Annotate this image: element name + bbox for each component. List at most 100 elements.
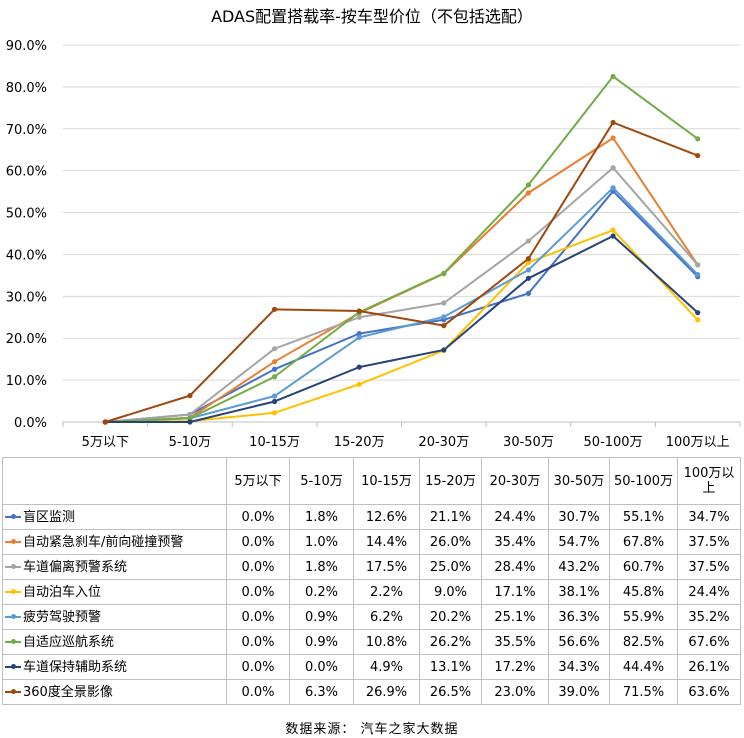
data-point xyxy=(525,182,532,188)
data-point xyxy=(695,136,701,142)
legend-label: 盲区监测 xyxy=(23,509,76,525)
data-point xyxy=(695,152,701,159)
table-cell: 10.8% xyxy=(353,629,420,655)
table-header-cell: 10-15万 xyxy=(353,457,420,505)
table-cell: 13.1% xyxy=(419,654,482,680)
data-point xyxy=(356,308,362,314)
data-point xyxy=(525,267,532,273)
table-cell: 39.0% xyxy=(548,679,610,705)
table-row: 自动紧急刹车/前向碰撞预警 0.0% 1.0% 14.4% 26.0% 35.4% 54.7… xyxy=(2,529,741,555)
data-point xyxy=(271,359,278,365)
table-row: 疲劳驾驶预警 0.0% 0.9% 6.2% 20.2% 25.1% 36.3% 55.9% 35… xyxy=(2,604,741,630)
table-cell: 45.8% xyxy=(609,579,678,605)
legend-line-marker-icon xyxy=(5,612,21,622)
y-tick-label: 20.0% xyxy=(6,332,47,347)
table-cell: 0.9% xyxy=(289,604,354,630)
table-cell: 1.0% xyxy=(289,529,354,555)
legend-line-marker-icon xyxy=(5,637,21,647)
table-cell: 67.6% xyxy=(677,629,741,655)
data-point xyxy=(525,290,532,297)
series-line xyxy=(105,235,699,423)
y-tick-label: 0.0% xyxy=(14,416,47,431)
table-cell: 25.1% xyxy=(481,604,549,630)
table-cell: 1.8% xyxy=(289,554,354,580)
table-header-corner xyxy=(2,457,227,505)
table-row: 自适应巡航系统 0.0% 0.9% 10.8% 26.2% 35.5% 56.6% 82.5%… xyxy=(2,629,741,655)
legend-line-marker-icon xyxy=(5,512,21,522)
data-point xyxy=(356,364,362,370)
table-cell: 67.8% xyxy=(609,529,678,555)
table-cell: 38.1% xyxy=(548,579,610,605)
legend-key-cell: 自动紧急刹车/前向碰撞预警 xyxy=(2,529,227,555)
table-cell: 12.6% xyxy=(353,504,420,530)
data-point xyxy=(441,300,447,306)
table-header-cell: 5万以下 xyxy=(226,457,290,505)
legend-label: 车道偏离预警系统 xyxy=(23,559,128,575)
table-cell: 26.2% xyxy=(419,629,482,655)
table-cell: 55.9% xyxy=(609,604,678,630)
table-cell: 6.3% xyxy=(289,679,354,705)
data-table: 5万以下 5-10万 10-15万 15-20万 20-30万 30-50万 50-100万… xyxy=(2,457,741,705)
table-cell: 26.1% xyxy=(677,654,741,680)
data-point xyxy=(610,73,616,80)
data-point xyxy=(695,310,701,316)
legend-key-cell: 疲劳驾驶预警 xyxy=(2,604,227,630)
table-cell: 35.5% xyxy=(481,629,549,655)
table-cell: 14.4% xyxy=(353,529,420,555)
table-cell: 0.0% xyxy=(226,579,290,605)
data-point xyxy=(695,317,701,323)
table-cell: 23.0% xyxy=(481,679,549,705)
table-cell: 28.4% xyxy=(481,554,549,580)
legend-label: 疲劳驾驶预警 xyxy=(23,609,102,625)
table-cell: 35.2% xyxy=(677,604,741,630)
table-cell: 21.1% xyxy=(419,504,482,530)
legend-key-cell: 自动泊车入位 xyxy=(2,579,227,605)
series-line xyxy=(105,229,699,423)
table-cell: 9.0% xyxy=(419,579,482,605)
x-tick-label: 15-20万 xyxy=(334,435,385,450)
legend-label: 自动紧急刹车/前向碰撞预警 xyxy=(23,534,184,550)
table-cell: 56.6% xyxy=(548,629,610,655)
table-row: 360度全景影像 0.0% 6.3% 26.9% 26.5% 23.0% 39.0% 71.5… xyxy=(2,679,741,705)
legend-line-marker-icon xyxy=(5,562,21,572)
table-cell: 24.4% xyxy=(481,504,549,530)
table-row: 车道保持辅助系统 0.0% 0.0% 4.9% 13.1% 17.2% 34.3% 44.4%… xyxy=(2,654,741,680)
table-cell: 71.5% xyxy=(609,679,678,705)
table-cell: 26.0% xyxy=(419,529,482,555)
data-point xyxy=(271,346,278,352)
series-line xyxy=(105,166,699,423)
data-point xyxy=(271,398,278,405)
data-point xyxy=(610,135,616,141)
x-tick-label: 5万以下 xyxy=(82,435,129,450)
data-point xyxy=(271,410,278,416)
data-point xyxy=(610,233,616,239)
table-header-cell: 20-30万 xyxy=(481,457,549,505)
table-cell: 55.1% xyxy=(609,504,678,530)
legend-key-cell: 盲区监测 xyxy=(2,504,227,530)
series-line xyxy=(105,186,699,423)
legend-key-cell: 车道保持辅助系统 xyxy=(2,654,227,680)
legend-key-cell: 车道偏离预警系统 xyxy=(2,554,227,580)
table-cell: 0.2% xyxy=(289,579,354,605)
x-tick-label: 100万以上 xyxy=(666,435,730,450)
legend-label: 自适应巡航系统 xyxy=(23,634,115,650)
data-point xyxy=(695,271,701,278)
data-point xyxy=(610,227,616,233)
table-cell: 34.3% xyxy=(548,654,610,680)
data-point xyxy=(695,262,701,268)
data-point xyxy=(187,411,193,418)
table-cell: 0.0% xyxy=(226,504,290,530)
chart-title: ADAS配置搭载率-按车型价位（不包括选配） xyxy=(211,7,533,26)
legend-line-marker-icon xyxy=(5,662,21,672)
table-cell: 25.0% xyxy=(419,554,482,580)
data-point xyxy=(610,165,616,171)
table-cell: 0.0% xyxy=(226,529,290,555)
table-cell: 17.5% xyxy=(353,554,420,580)
table-cell: 0.0% xyxy=(226,654,290,680)
data-point xyxy=(356,314,362,320)
table-cell: 63.6% xyxy=(677,679,741,705)
series-1 xyxy=(102,135,701,425)
data-point xyxy=(271,374,278,380)
data-point xyxy=(102,419,108,425)
data-point xyxy=(187,393,193,399)
